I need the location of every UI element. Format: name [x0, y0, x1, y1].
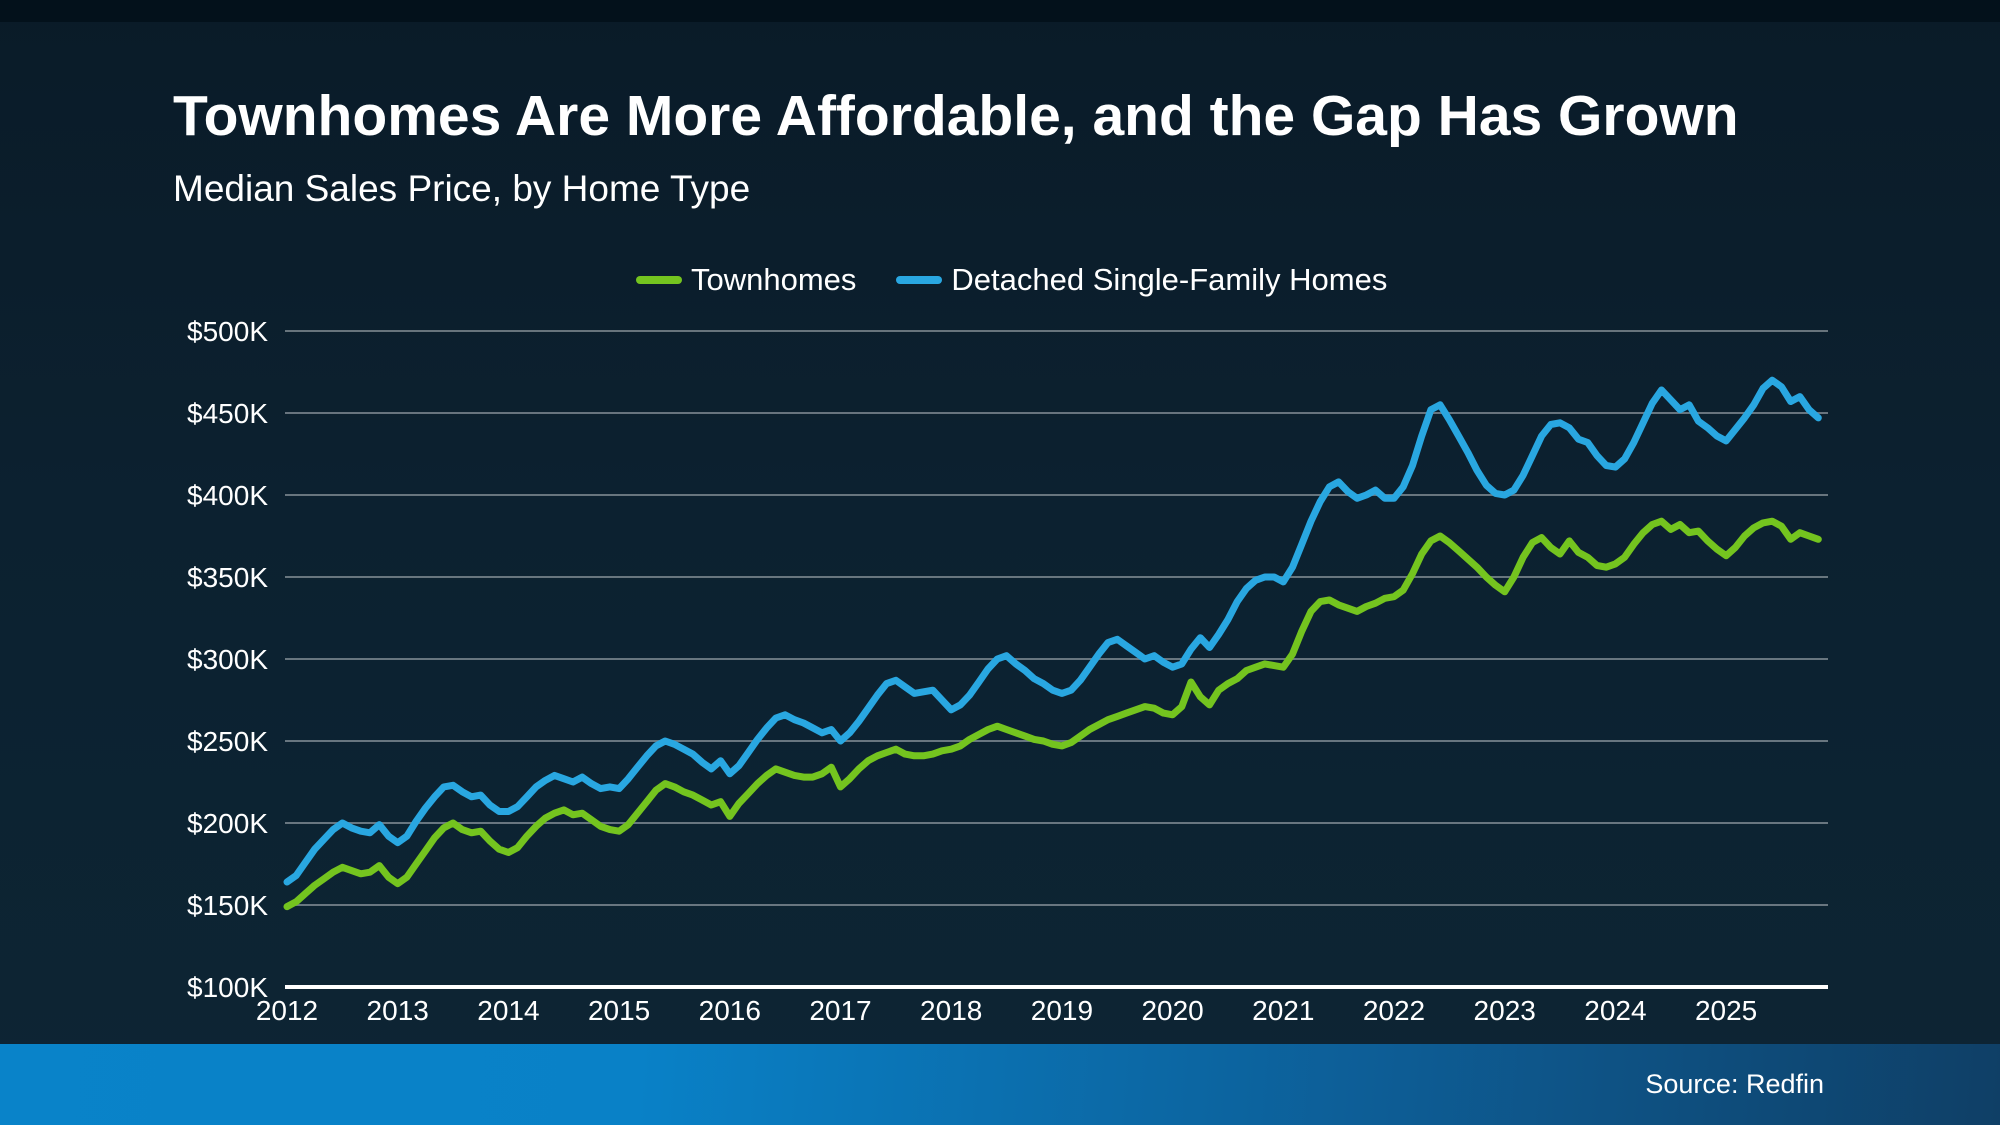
series-line-townhomes: [283, 517, 1822, 911]
detached-line-swatch: [896, 275, 943, 284]
x-tick-label: 2012: [256, 995, 318, 1026]
x-tick-label: 2014: [477, 995, 539, 1026]
x-tick-label: 2017: [809, 995, 871, 1026]
source-credit: Source: Redfin: [1645, 1069, 1824, 1099]
legend-label-townhomes: Townhomes: [691, 262, 857, 297]
chart-legend: Townhomes Detached Single-Family Homes: [636, 264, 1387, 295]
x-tick-label: 2019: [1031, 995, 1093, 1026]
x-tick-label: 2023: [1474, 995, 1536, 1026]
y-tick-label: $200K: [187, 808, 268, 839]
x-tick-label: 2025: [1695, 995, 1757, 1026]
y-tick-label: $400K: [187, 480, 268, 511]
x-tick-label: 2021: [1252, 995, 1314, 1026]
x-tick-label: 2022: [1363, 995, 1425, 1026]
bottom-gradient-bar: [0, 1044, 2000, 1125]
y-tick-label: $350K: [187, 562, 268, 593]
x-tick-label: 2020: [1141, 995, 1203, 1026]
y-tick-label: $250K: [187, 726, 268, 757]
x-tick-label: 2013: [367, 995, 429, 1026]
legend-item-townhomes: Townhomes: [636, 264, 856, 295]
y-tick-label: $450K: [187, 398, 268, 429]
y-tick-label: $500K: [187, 316, 268, 347]
x-tick-label: 2016: [699, 995, 761, 1026]
y-tick-label: $300K: [187, 644, 268, 675]
legend-item-detached: Detached Single-Family Homes: [896, 264, 1387, 295]
x-tick-label: 2024: [1584, 995, 1646, 1026]
top-black-bar: [0, 0, 2000, 22]
x-tick-label: 2018: [920, 995, 982, 1026]
x-tick-label: 2015: [588, 995, 650, 1026]
townhomes-line-swatch: [636, 275, 682, 284]
series-line-detached: [283, 376, 1822, 886]
y-tick-label: $150K: [187, 890, 268, 921]
page-subtitle: Median Sales Price, by Home Type: [173, 168, 751, 209]
page-title: Townhomes Are More Affordable, and the G…: [173, 84, 1739, 148]
legend-label-detached: Detached Single-Family Homes: [951, 262, 1388, 297]
y-tick-label: $100K: [187, 972, 268, 1003]
